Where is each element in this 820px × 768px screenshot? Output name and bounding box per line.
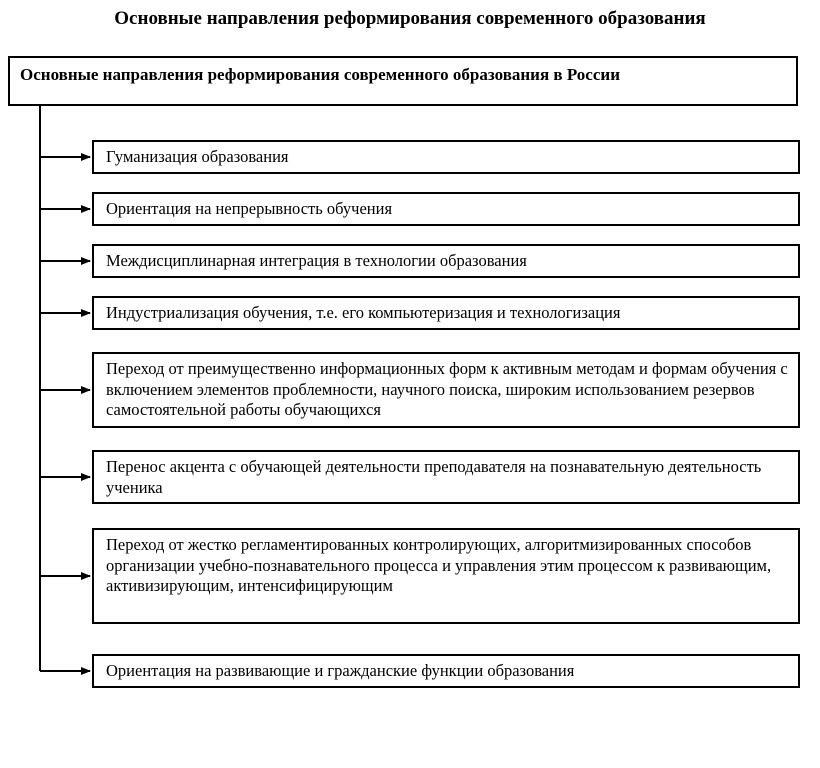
item-node: Междисциплинарная интеграция в технологи…: [92, 244, 800, 278]
item-node-text: Переход от преимущественно информационны…: [106, 359, 788, 419]
item-node-text: Переход от жестко регламентированных кон…: [106, 535, 771, 595]
item-node-text: Ориентация на развивающие и гражданские …: [106, 661, 574, 680]
diagram-page: Основные направления реформирования совр…: [0, 0, 820, 768]
root-node-text: Основные направления реформирования совр…: [20, 65, 620, 84]
item-node: Индустриализация обучения, т.е. его комп…: [92, 296, 800, 330]
page-title: Основные направления реформирования совр…: [0, 8, 820, 30]
item-node: Перенос акцента с обучающей деятельности…: [92, 450, 800, 504]
item-node: Ориентация на непрерывность обучения: [92, 192, 800, 226]
item-node: Переход от преимущественно информационны…: [92, 352, 800, 428]
item-node: Переход от жестко регламентированных кон…: [92, 528, 800, 624]
item-node-text: Гуманизация образования: [106, 147, 289, 166]
root-node: Основные направления реформирования совр…: [8, 56, 798, 106]
item-node-text: Междисциплинарная интеграция в технологи…: [106, 251, 527, 270]
item-node-text: Индустриализация обучения, т.е. его комп…: [106, 303, 620, 322]
item-node-text: Ориентация на непрерывность обучения: [106, 199, 392, 218]
item-node: Ориентация на развивающие и гражданские …: [92, 654, 800, 688]
item-node: Гуманизация образования: [92, 140, 800, 174]
item-node-text: Перенос акцента с обучающей деятельности…: [106, 457, 761, 497]
